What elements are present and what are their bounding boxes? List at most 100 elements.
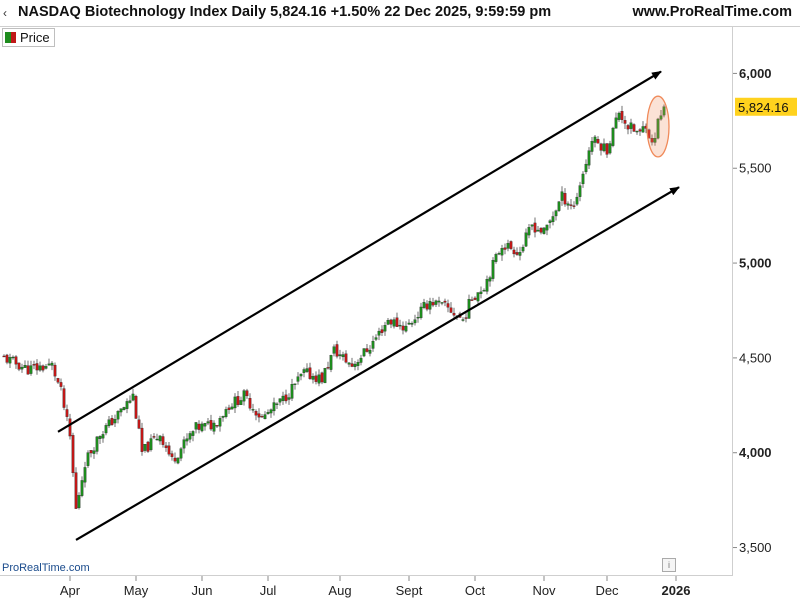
candle-body: [650, 138, 654, 143]
candle-body: [431, 302, 435, 306]
candle-body: [11, 356, 15, 359]
y-tick-label: 5,000: [739, 256, 772, 271]
candle-body: [224, 409, 228, 418]
chevron-left-icon[interactable]: ‹: [3, 6, 7, 20]
candle-body: [200, 423, 204, 432]
candle-body: [203, 422, 207, 427]
plot-area[interactable]: [0, 26, 733, 576]
watermark: ProRealTime.com: [2, 562, 90, 574]
candle-body: [155, 438, 159, 441]
candle-body: [578, 185, 582, 197]
candle-body: [44, 366, 48, 369]
legend[interactable]: Price: [2, 28, 55, 47]
candle-body: [221, 416, 225, 418]
candle-body: [242, 390, 246, 402]
candle-body: [305, 368, 309, 372]
candle-body: [212, 422, 216, 432]
candle-body: [284, 394, 288, 402]
candle-body: [257, 413, 261, 418]
candle-body: [302, 369, 306, 373]
candle-body: [131, 393, 135, 401]
candle-body: [491, 260, 495, 279]
candle-body: [38, 365, 42, 371]
candle-body: [92, 450, 96, 454]
candle-body: [14, 356, 18, 365]
candle-body: [251, 409, 255, 411]
candle-body: [485, 279, 489, 292]
candle-body: [329, 355, 333, 370]
candle-body: [533, 222, 537, 233]
candle-body: [98, 436, 102, 439]
candle-body: [245, 390, 249, 397]
y-axis: 3,500 4,000 4,500 5,000 5,500 6,000 5,824.16: [733, 66, 797, 555]
candle-body: [152, 436, 156, 438]
last-price-label: 5,824.16: [738, 100, 789, 115]
candle-body: [620, 111, 624, 120]
candle-body: [140, 427, 144, 452]
x-tick-label: Sept: [396, 583, 423, 598]
candle-body: [338, 354, 342, 357]
y-tick-label: 6,000: [739, 66, 772, 81]
candle-body: [617, 112, 621, 120]
candle-body: [344, 353, 348, 363]
candle-body: [479, 291, 483, 294]
candle-body: [662, 106, 666, 116]
candle-body: [77, 495, 81, 509]
candle-body: [266, 412, 270, 415]
candle-body: [122, 407, 126, 411]
candle-body: [530, 224, 534, 227]
last-price-tag: [735, 97, 797, 116]
candle-body: [326, 367, 330, 369]
candle-body: [575, 196, 579, 205]
candle-body: [230, 406, 234, 410]
candle-body: [347, 362, 351, 365]
candle-body: [380, 329, 384, 333]
candle-body: [419, 306, 423, 319]
candle-body: [53, 364, 57, 377]
candle-body: [569, 204, 573, 206]
candle-body: [428, 301, 432, 310]
candle-body: [107, 419, 111, 427]
candle-body: [191, 431, 195, 436]
candle-body: [599, 143, 603, 151]
candle-body: [386, 319, 390, 325]
candle-body: [425, 303, 429, 310]
candle-body: [515, 252, 519, 255]
candle-body: [293, 383, 297, 385]
channel-upper-arrow: [57, 70, 662, 433]
candle-body: [410, 323, 414, 325]
candle-body: [308, 367, 312, 379]
candle-body: [296, 376, 300, 382]
candle-body: [20, 366, 24, 370]
candle-body: [482, 290, 486, 292]
candle-body: [197, 423, 201, 430]
candle-body: [236, 396, 240, 405]
candle-body: [32, 364, 36, 366]
candle-body: [74, 472, 78, 509]
candle-body: [350, 363, 354, 367]
legend-label: Price: [20, 30, 50, 45]
candle-body: [233, 396, 237, 409]
candle-body: [86, 452, 90, 466]
candle-body: [422, 302, 426, 308]
candle-body: [548, 220, 552, 223]
candle-body: [146, 441, 150, 452]
candle-body: [5, 354, 9, 363]
candle-body: [47, 363, 51, 366]
candle-body: [176, 457, 180, 464]
annotations-layer: [57, 70, 680, 541]
info-icon[interactable]: i: [662, 558, 676, 572]
candle-body: [227, 407, 231, 410]
candle-body: [173, 457, 177, 462]
candle-body: [83, 467, 87, 483]
candle-body: [602, 143, 606, 152]
y-tick-label: 5,500: [739, 161, 772, 176]
candle-body: [353, 363, 357, 368]
candle-body: [179, 448, 183, 459]
candle-body: [359, 357, 363, 363]
x-tick-label: May: [124, 583, 149, 598]
candle-body: [404, 325, 408, 332]
candle-body: [593, 136, 597, 143]
candle-body: [377, 330, 381, 336]
